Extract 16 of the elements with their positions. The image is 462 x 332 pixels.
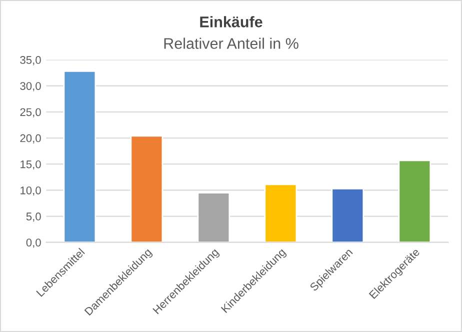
y-tick-label: 10,0: [20, 186, 41, 196]
y-tick-label: 0,0: [26, 238, 41, 248]
y-tick-label: 20,0: [20, 134, 41, 144]
y-tick-label: 35,0: [20, 56, 41, 66]
bar: [63, 70, 96, 242]
bar: [331, 188, 364, 242]
bar: [398, 160, 432, 242]
chart-subtitle: Relativer Anteil in %: [164, 38, 298, 49]
chart-title: Einkäufe: [200, 16, 262, 28]
y-tick-label: 5,0: [26, 212, 41, 222]
bar: [130, 135, 164, 242]
y-tick-label: 30,0: [20, 82, 41, 92]
bar: [264, 184, 298, 242]
bar: [197, 192, 230, 242]
y-tick-label: 15,0: [20, 160, 41, 170]
y-tick-label: 25,0: [20, 108, 41, 118]
